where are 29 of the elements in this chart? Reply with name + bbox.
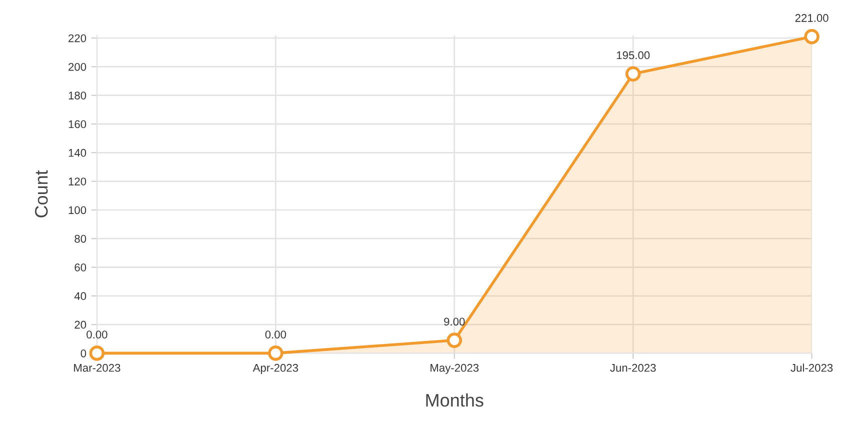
y-tick-label: 20 bbox=[74, 320, 86, 329]
x-tick-label: Jun-2023 bbox=[610, 364, 656, 372]
y-tick-label: 100 bbox=[68, 206, 86, 214]
point bbox=[625, 66, 641, 82]
x-tick-label: May-2023 bbox=[430, 364, 479, 374]
y-tick-label: 220 bbox=[68, 34, 86, 42]
point bbox=[268, 346, 284, 361]
y-tick-label: 0 bbox=[80, 349, 86, 358]
y-tick-label: 200 bbox=[68, 62, 86, 71]
x-axis-title: Months bbox=[426, 393, 484, 407]
point bbox=[446, 332, 462, 348]
point bbox=[804, 28, 820, 44]
point bbox=[89, 346, 105, 361]
y-tick-label: 160 bbox=[68, 120, 86, 128]
data-label: 0.00 bbox=[265, 330, 286, 338]
data-label: 9.00 bbox=[444, 318, 465, 326]
y-tick-label: 60 bbox=[74, 264, 86, 272]
data-label: 195.00 bbox=[616, 51, 650, 60]
y-tick-label: 140 bbox=[68, 148, 86, 157]
x-tick-label: Apr-2023 bbox=[252, 364, 298, 374]
x-tick-label: Mar-2023 bbox=[74, 364, 120, 372]
data-label: 0.00 bbox=[86, 330, 108, 338]
y-tick-label: 80 bbox=[74, 234, 86, 243]
y-tick-label: 40 bbox=[74, 292, 86, 300]
y-tick-label: 120 bbox=[68, 178, 86, 186]
data-label: 221.00 bbox=[795, 14, 828, 22]
y-axis-title: Count bbox=[34, 170, 48, 218]
x-tick-label: Jul-2023 bbox=[790, 364, 833, 372]
y-tick-label: 180 bbox=[68, 92, 86, 100]
